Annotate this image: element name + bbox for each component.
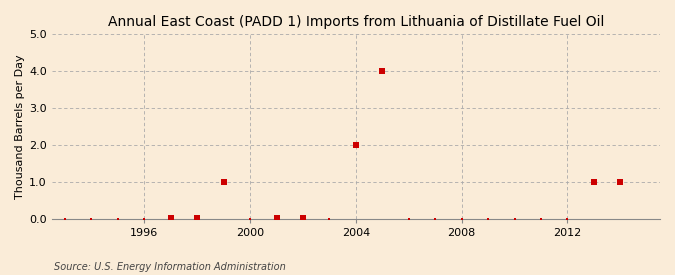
Point bbox=[350, 143, 361, 147]
Text: Source: U.S. Energy Information Administration: Source: U.S. Energy Information Administ… bbox=[54, 262, 286, 272]
Point bbox=[404, 217, 414, 221]
Point bbox=[218, 180, 229, 184]
Point bbox=[139, 217, 150, 221]
Point bbox=[271, 216, 282, 221]
Point bbox=[113, 217, 124, 221]
Point bbox=[509, 217, 520, 221]
Point bbox=[192, 216, 202, 221]
Point bbox=[377, 69, 387, 73]
Point bbox=[298, 216, 308, 221]
Point bbox=[324, 217, 335, 221]
Point bbox=[86, 217, 97, 221]
Point bbox=[165, 216, 176, 221]
Point bbox=[589, 180, 599, 184]
Point bbox=[615, 180, 626, 184]
Title: Annual East Coast (PADD 1) Imports from Lithuania of Distillate Fuel Oil: Annual East Coast (PADD 1) Imports from … bbox=[108, 15, 604, 29]
Y-axis label: Thousand Barrels per Day: Thousand Barrels per Day bbox=[15, 54, 25, 199]
Point bbox=[535, 217, 546, 221]
Point bbox=[430, 217, 441, 221]
Point bbox=[483, 217, 493, 221]
Point bbox=[456, 217, 467, 221]
Point bbox=[245, 217, 256, 221]
Point bbox=[562, 217, 573, 221]
Point bbox=[59, 217, 70, 221]
